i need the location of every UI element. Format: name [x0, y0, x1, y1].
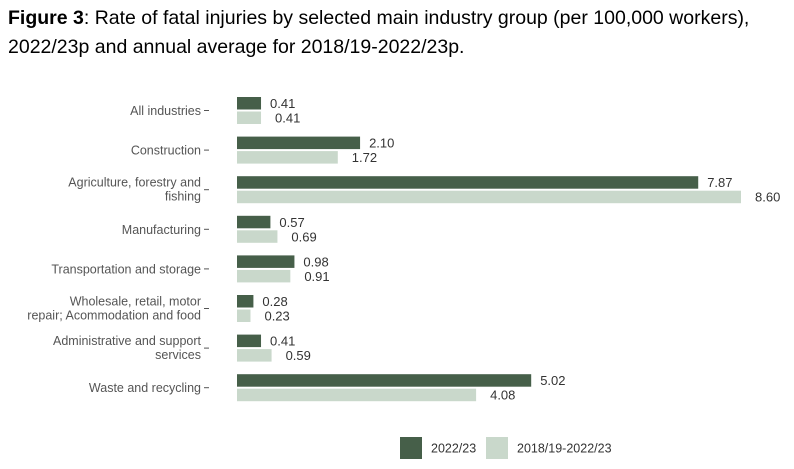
category-label: All industries: [130, 104, 201, 118]
category-label: Waste and recycling: [89, 381, 201, 395]
bar-2022-23: [237, 176, 699, 189]
category-label: Transportation and storage: [51, 262, 201, 276]
bar-2018-19-2022-23: [237, 190, 741, 204]
bar-2022-23: [237, 97, 262, 110]
bar-2022-23: [237, 295, 254, 308]
bar-2022-23: [237, 136, 361, 150]
figure-label: Figure 3: [8, 7, 84, 29]
data-label: 0.28: [262, 294, 287, 309]
data-label: 0.98: [303, 254, 328, 269]
legend-swatch-2022-23: [400, 437, 422, 459]
category-label: Agriculture, forestry and fishing: [68, 176, 201, 204]
legend-label-2022-23: 2022/23: [431, 442, 476, 456]
legend-swatch-2018-19-2022-23: [486, 437, 508, 459]
data-label: 0.69: [291, 229, 316, 244]
bar-2018-19-2022-23: [237, 349, 272, 362]
figure-title-text: : Rate of fatal injuries by selected mai…: [8, 7, 750, 58]
category-label: Administrative and support services: [53, 334, 202, 362]
data-label: 0.41: [270, 334, 295, 349]
category-label-line: Wholesale, retail, motor: [70, 295, 201, 309]
category-label: Wholesale, retail, motor repair; Acommoda…: [27, 295, 201, 323]
data-label: 0.41: [275, 111, 300, 126]
bar-2018-19-2022-23: [237, 269, 291, 283]
data-label: 0.41: [270, 96, 295, 111]
category-label-line: repair; Acommodation and food: [27, 309, 201, 323]
category-label-line: Administrative and support: [53, 334, 202, 348]
category-label: Manufacturing: [122, 223, 201, 237]
data-label: 1.72: [352, 150, 377, 165]
data-label: 8.60: [755, 190, 780, 205]
legend-label-2018-19-2022-23: 2018/19-2022/23: [517, 442, 612, 456]
chart-title: Figure 3: Rate of fatal injuries by sele…: [8, 4, 788, 62]
data-label: 4.08: [490, 388, 515, 403]
data-label: 0.59: [286, 348, 311, 363]
category-label-line: Agriculture, forestry and: [68, 176, 201, 190]
category-label-line: fishing: [165, 190, 201, 204]
category-label-line: services: [155, 348, 201, 362]
bar-2022-23: [237, 334, 262, 348]
bar-2022-23: [237, 374, 532, 387]
data-label: 5.02: [540, 373, 565, 388]
bar-2018-19-2022-23: [237, 230, 278, 243]
data-label: 0.57: [279, 215, 304, 230]
data-label: 0.91: [304, 269, 329, 284]
bar-2018-19-2022-23: [237, 309, 251, 322]
bar-2022-23: [237, 255, 295, 268]
data-label: 2.10: [369, 136, 394, 151]
category-label: Construction: [131, 144, 201, 158]
bar-2018-19-2022-23: [237, 111, 262, 124]
data-label: 0.23: [264, 309, 289, 324]
bar-2018-19-2022-23: [237, 151, 338, 164]
bar-2022-23: [237, 215, 271, 229]
bar-2018-19-2022-23: [237, 388, 477, 402]
data-label: 7.87: [707, 175, 732, 190]
